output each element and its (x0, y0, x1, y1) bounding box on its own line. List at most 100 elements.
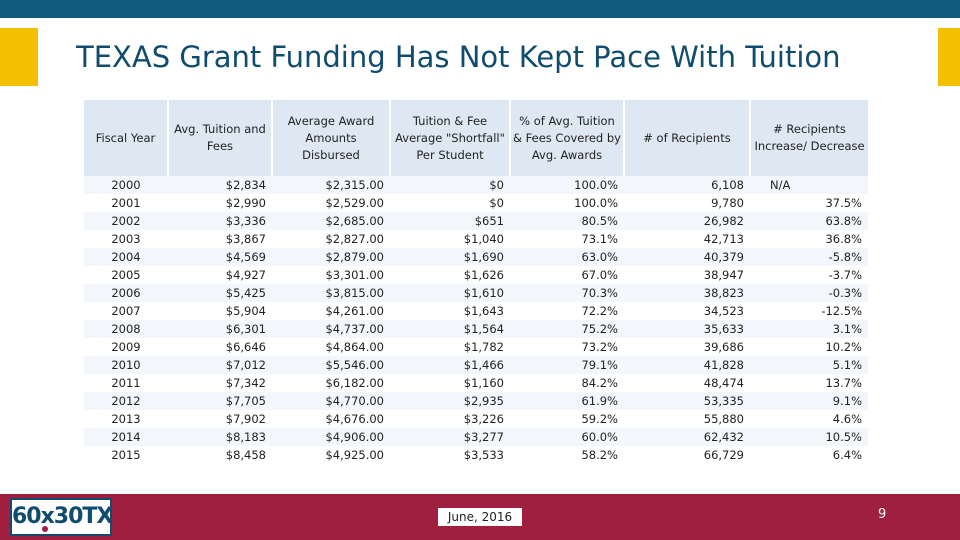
cell-pct-covered: 61.9% (510, 392, 624, 410)
data-table: Fiscal Year Avg. Tuition and Fees Averag… (84, 100, 868, 464)
cell-recipients: 40,379 (624, 248, 750, 266)
top-accent-bar (0, 0, 960, 18)
table-row: 2003 $3,867 $2,827.00 $1,040 73.1% 42,713 36.8… (84, 230, 868, 248)
cell-recipients: 35,633 (624, 320, 750, 338)
cell-avg-tuition: $6,301 (168, 320, 272, 338)
cell-recipients: 42,713 (624, 230, 750, 248)
cell-avg-award: $4,737.00 (272, 320, 390, 338)
cell-recipients-change: N/A (750, 176, 868, 194)
col-header-recipients-change: # Recipients Increase/ Decrease (750, 100, 868, 176)
cell-avg-tuition: $3,867 (168, 230, 272, 248)
cell-recipients-change: -5.8% (750, 248, 868, 266)
cell-avg-award: $3,301.00 (272, 266, 390, 284)
cell-avg-tuition: $7,342 (168, 374, 272, 392)
cell-avg-tuition: $2,834 (168, 176, 272, 194)
cell-fiscal-year: 2013 (84, 410, 168, 428)
footer-date: June, 2016 (437, 508, 523, 526)
cell-avg-tuition: $8,458 (168, 446, 272, 464)
cell-recipients-change: 6.4% (750, 446, 868, 464)
cell-recipients: 41,828 (624, 356, 750, 374)
title-box (38, 28, 938, 86)
table-row: 2001 $2,990 $2,529.00 $0 100.0% 9,780 37.5% (84, 194, 868, 212)
cell-avg-award: $5,546.00 (272, 356, 390, 374)
cell-avg-tuition: $7,012 (168, 356, 272, 374)
cell-fiscal-year: 2010 (84, 356, 168, 374)
cell-avg-award: $2,315.00 (272, 176, 390, 194)
cell-recipients-change: 9.1% (750, 392, 868, 410)
logo-text: 60x30TX (12, 504, 113, 529)
cell-recipients: 9,780 (624, 194, 750, 212)
cell-avg-tuition: $4,927 (168, 266, 272, 284)
cell-avg-award: $4,906.00 (272, 428, 390, 446)
cell-fiscal-year: 2001 (84, 194, 168, 212)
table-row: 2000 $2,834 $2,315.00 $0 100.0% 6,108 N/A (84, 176, 868, 194)
slide-title: TEXAS Grant Funding Has Not Kept Pace Wi… (76, 40, 841, 74)
cell-avg-tuition: $4,569 (168, 248, 272, 266)
cell-avg-award: $4,261.00 (272, 302, 390, 320)
table-row: 2010 $7,012 $5,546.00 $1,466 79.1% 41,828 5.1% (84, 356, 868, 374)
cell-pct-covered: 79.1% (510, 356, 624, 374)
table-row: 2011 $7,342 $6,182.00 $1,160 84.2% 48,474 13.7… (84, 374, 868, 392)
cell-recipients-change: 4.6% (750, 410, 868, 428)
cell-avg-award: $6,182.00 (272, 374, 390, 392)
logo-star-icon (42, 526, 48, 532)
cell-shortfall: $1,690 (390, 248, 510, 266)
col-header-avg-tuition: Avg. Tuition and Fees (168, 100, 273, 176)
cell-shortfall: $651 (390, 212, 510, 230)
cell-fiscal-year: 2014 (84, 428, 168, 446)
cell-shortfall: $3,226 (390, 410, 510, 428)
cell-recipients: 39,686 (624, 338, 750, 356)
cell-shortfall: $1,466 (390, 356, 510, 374)
cell-avg-tuition: $5,425 (168, 284, 272, 302)
page-number: 9 (878, 507, 887, 522)
cell-recipients: 38,947 (624, 266, 750, 284)
col-header-pct-covered: % of Avg. Tuition & Fees Covered by Avg.… (510, 100, 625, 176)
cell-pct-covered: 60.0% (510, 428, 624, 446)
cell-recipients-change: -12.5% (750, 302, 868, 320)
cell-pct-covered: 70.3% (510, 284, 624, 302)
cell-fiscal-year: 2008 (84, 320, 168, 338)
cell-recipients-change: 10.2% (750, 338, 868, 356)
cell-shortfall: $1,564 (390, 320, 510, 338)
cell-pct-covered: 84.2% (510, 374, 624, 392)
cell-shortfall: $3,533 (390, 446, 510, 464)
table-row: 2008 $6,301 $4,737.00 $1,564 75.2% 35,633 3.1% (84, 320, 868, 338)
cell-fiscal-year: 2000 (84, 176, 168, 194)
cell-avg-award: $3,815.00 (272, 284, 390, 302)
cell-avg-tuition: $6,646 (168, 338, 272, 356)
cell-recipients-change: 5.1% (750, 356, 868, 374)
cell-recipients: 62,432 (624, 428, 750, 446)
cell-recipients-change: -0.3% (750, 284, 868, 302)
table-row: 2006 $5,425 $3,815.00 $1,610 70.3% 38,823 -0.3… (84, 284, 868, 302)
cell-shortfall: $1,610 (390, 284, 510, 302)
cell-avg-award: $4,770.00 (272, 392, 390, 410)
cell-pct-covered: 73.1% (510, 230, 624, 248)
cell-pct-covered: 67.0% (510, 266, 624, 284)
cell-shortfall: $1,160 (390, 374, 510, 392)
cell-avg-tuition: $3,336 (168, 212, 272, 230)
table-row: 2002 $3,336 $2,685.00 $651 80.5% 26,982 63.8% (84, 212, 868, 230)
cell-shortfall: $2,935 (390, 392, 510, 410)
cell-avg-award: $4,864.00 (272, 338, 390, 356)
cell-shortfall: $1,643 (390, 302, 510, 320)
cell-fiscal-year: 2002 (84, 212, 168, 230)
table-header-row: Fiscal Year Avg. Tuition and Fees Averag… (84, 100, 868, 176)
cell-shortfall: $0 (390, 194, 510, 212)
cell-pct-covered: 75.2% (510, 320, 624, 338)
cell-fiscal-year: 2006 (84, 284, 168, 302)
cell-recipients-change: 36.8% (750, 230, 868, 248)
cell-pct-covered: 59.2% (510, 410, 624, 428)
col-header-recipients: # of Recipients (624, 100, 751, 176)
cell-avg-tuition: $2,990 (168, 194, 272, 212)
cell-avg-tuition: $5,904 (168, 302, 272, 320)
cell-avg-award: $2,529.00 (272, 194, 390, 212)
cell-recipients: 26,982 (624, 212, 750, 230)
cell-recipients: 66,729 (624, 446, 750, 464)
cell-recipients: 6,108 (624, 176, 750, 194)
cell-fiscal-year: 2005 (84, 266, 168, 284)
cell-avg-tuition: $7,902 (168, 410, 272, 428)
cell-recipients: 34,523 (624, 302, 750, 320)
cell-recipients-change: 10.5% (750, 428, 868, 446)
table-row: 2014 $8,183 $4,906.00 $3,277 60.0% 62,432 10.5… (84, 428, 868, 446)
col-header-shortfall: Tuition & Fee Average "Shortfall" Per St… (390, 100, 511, 176)
